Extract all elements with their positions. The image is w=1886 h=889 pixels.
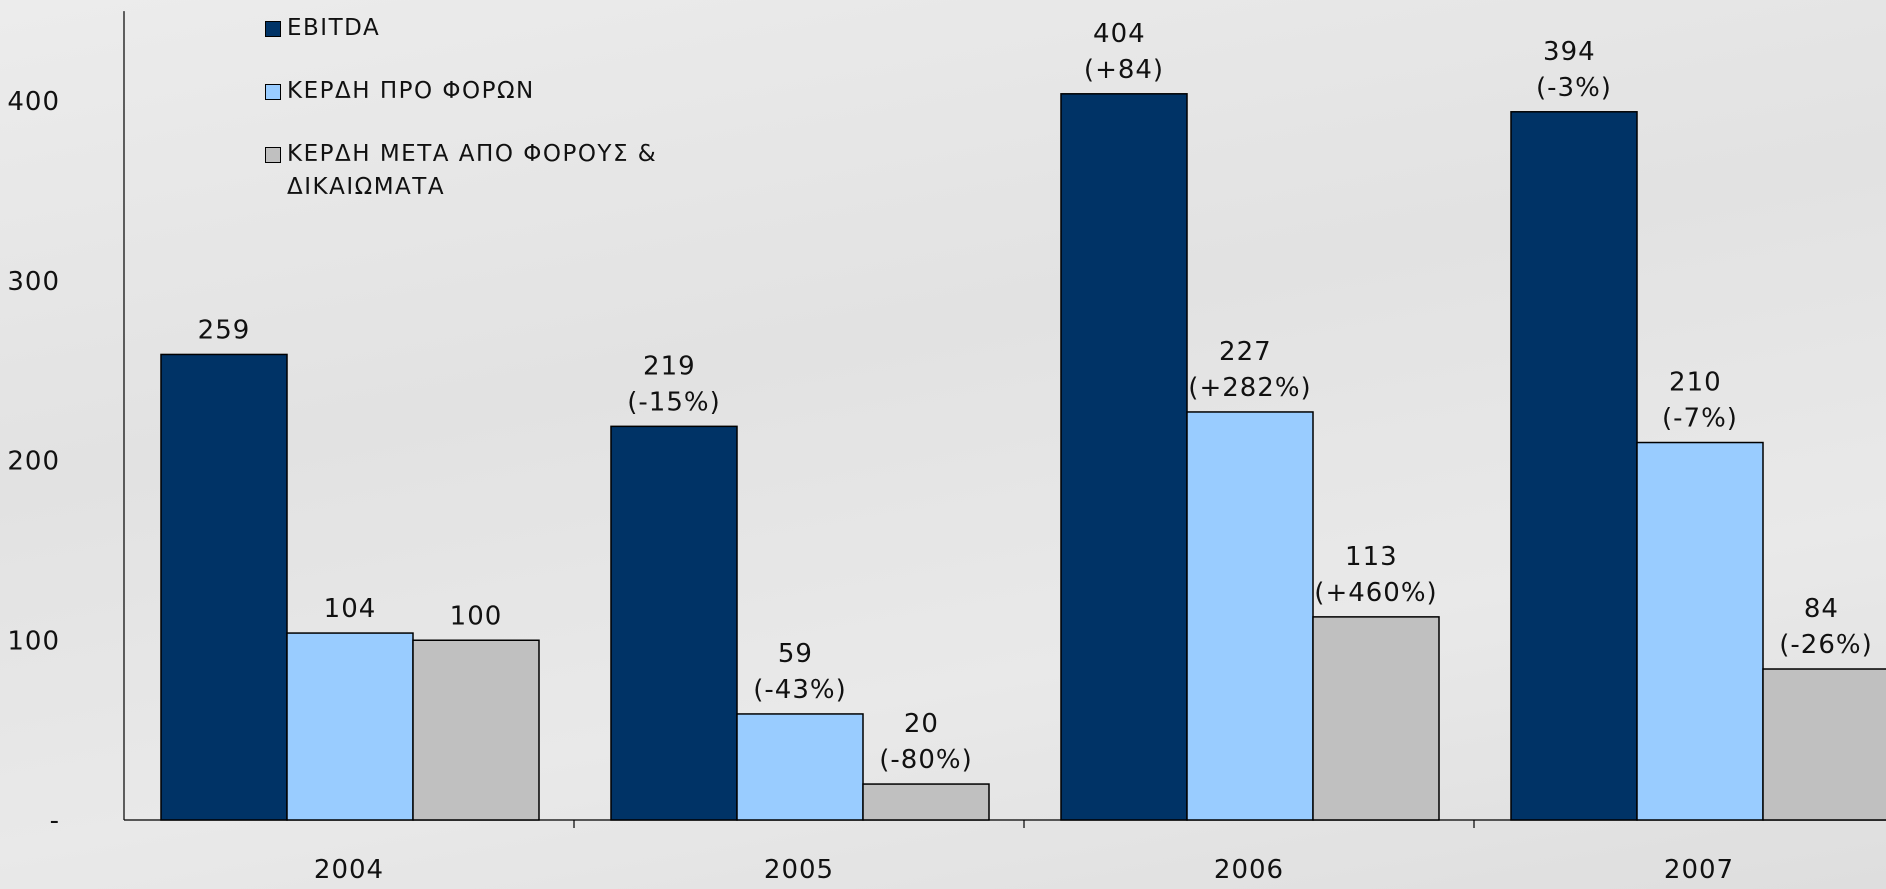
legend-label: EBITDA — [287, 15, 381, 41]
data-label-line: (-15%) — [627, 387, 720, 417]
data-label: 394 (-3%) — [1536, 37, 1612, 103]
bar — [610, 425, 738, 821]
data-label-line: 227 — [1219, 337, 1281, 367]
bar — [1762, 668, 1886, 821]
bar — [736, 713, 864, 821]
bar — [1060, 93, 1188, 821]
data-label-line: 84 — [1804, 594, 1848, 624]
data-label: 210 (-7%) — [1662, 368, 1738, 434]
legend-label: ΚΕΡΔΗ ΜΕΤΑ ΑΠΟ ΦΟΡΟΥΣ & ΔΙΚΑΙΩΜΑΤΑ — [287, 141, 658, 200]
y-tick-label: - — [50, 806, 60, 836]
data-label: 404 (+84) — [1084, 19, 1164, 85]
bar — [286, 632, 414, 821]
data-label-line: 104 — [324, 594, 377, 624]
legend-item: ΚΕΡΔΗ ΜΕΤΑ ΑΠΟ ΦΟΡΟΥΣ & ΔΙΚΑΙΩΜΑΤΑ — [265, 138, 685, 204]
x-tick-label: 2004 — [314, 855, 384, 885]
x-tick-label: 2007 — [1664, 855, 1734, 885]
bar — [1636, 441, 1764, 821]
x-tick-label: 2006 — [1214, 855, 1284, 885]
bar — [862, 783, 990, 821]
legend: EBITDA ΚΕΡΔΗ ΠΡΟ ΦΟΡΩΝ ΚΕΡΔΗ ΜΕΤΑ ΑΠΟ ΦΟΡΟ… — [265, 12, 685, 234]
data-label: 259 — [198, 315, 251, 345]
legend-swatch — [265, 21, 281, 37]
data-label-line: (-3%) — [1536, 73, 1612, 103]
legend-swatch — [265, 147, 281, 163]
data-label: 227 (+282%) — [1188, 337, 1311, 403]
legend-swatch — [265, 84, 281, 100]
data-label-line: (+282%) — [1188, 373, 1311, 403]
y-tick-label: 200 — [7, 447, 60, 477]
y-tick-label: 100 — [7, 626, 60, 656]
bar — [1186, 411, 1314, 821]
data-label-line: (-43%) — [753, 675, 846, 705]
x-tick-label: 2005 — [764, 855, 834, 885]
data-label-line: 210 — [1669, 368, 1731, 398]
data-label: 20 (-80%) — [879, 709, 972, 775]
data-label: 59 (-43%) — [753, 639, 846, 705]
data-label-line: 404 — [1093, 19, 1155, 49]
data-label-line: 59 — [778, 639, 822, 669]
data-label-line: 394 — [1543, 37, 1605, 67]
legend-item: ΚΕΡΔΗ ΠΡΟ ΦΟΡΩΝ — [265, 75, 685, 108]
data-label-line: (-80%) — [879, 745, 972, 775]
data-label: 219 (-15%) — [627, 351, 720, 417]
bar — [1312, 616, 1440, 821]
legend-item: EBITDA — [265, 12, 685, 45]
data-label-line: 259 — [198, 315, 251, 345]
y-tick-label: 400 — [7, 87, 60, 117]
data-label-line: (+84) — [1084, 55, 1164, 85]
bar — [412, 639, 540, 821]
data-label: 84 (-26%) — [1779, 594, 1872, 660]
data-label: 100 — [450, 601, 503, 631]
y-tick-label: 300 — [7, 267, 60, 297]
bar — [160, 353, 288, 821]
data-label: 113 (+460%) — [1314, 542, 1437, 608]
data-label-line: (+460%) — [1314, 578, 1437, 608]
data-label-line: 100 — [450, 601, 503, 631]
data-label-line: 20 — [904, 709, 948, 739]
data-label-line: (-26%) — [1779, 630, 1872, 660]
data-label: 104 — [324, 594, 377, 624]
legend-label: ΚΕΡΔΗ ΠΡΟ ΦΟΡΩΝ — [287, 78, 535, 104]
bar — [1510, 111, 1638, 821]
data-label-line: 113 — [1345, 542, 1407, 572]
data-label-line: (-7%) — [1662, 404, 1738, 434]
data-label-line: 219 — [643, 351, 705, 381]
